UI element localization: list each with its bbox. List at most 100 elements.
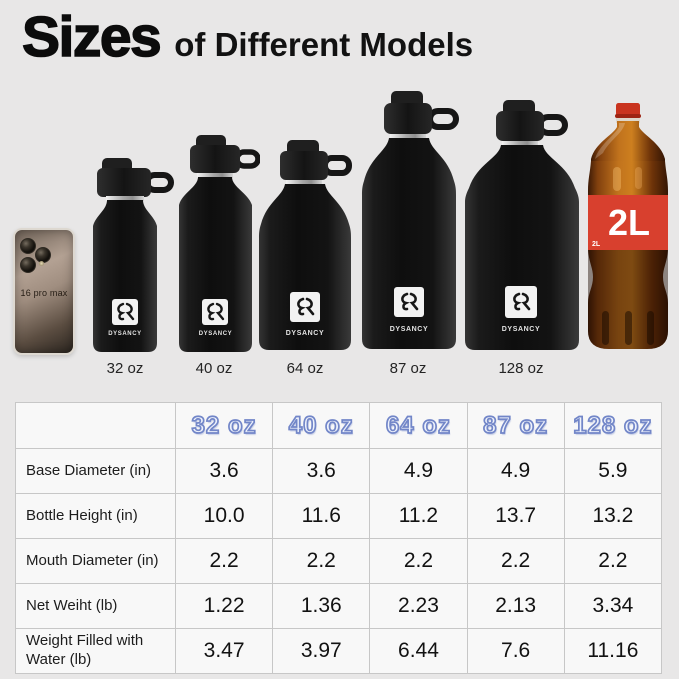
lid-handle-icon	[322, 155, 352, 176]
bottle-body	[362, 138, 456, 349]
table-header-row: 32 oz 40 oz 64 oz 87 oz 128 oz	[15, 402, 663, 449]
row-label: Weight Filled with Water (lb)	[15, 628, 176, 674]
table-cell: 3.6	[174, 448, 274, 494]
cola-volume-small-label: 2L	[592, 241, 601, 248]
table-cell: 7.6	[466, 628, 565, 674]
bottle-40oz-graphic: DYSANCY	[179, 135, 260, 352]
lid-handle-icon	[427, 108, 459, 130]
brand-logo-icon	[112, 299, 138, 325]
table-cell: 4.9	[466, 448, 565, 494]
col-header-label: 32 oz	[191, 411, 257, 440]
bottle-neck-ring	[286, 180, 322, 185]
size-spec-table: 32 oz 40 oz 64 oz 87 oz 128 oz Base Diam…	[15, 402, 663, 674]
table-cell: 11.16	[563, 628, 663, 674]
table-cell: 2.2	[466, 538, 565, 584]
table-cell: 13.7	[466, 493, 565, 539]
cola-base-groove	[625, 311, 632, 345]
cola-highlight	[613, 167, 621, 191]
cola-bottle-graphic: 2L 2L	[588, 103, 668, 349]
bottle-32oz-graphic: DYSANCY	[93, 158, 174, 352]
cola-volume-label: 2L	[608, 202, 650, 243]
page-title: Sizes of Different Models	[21, 4, 473, 70]
cola-cap-icon	[616, 103, 640, 116]
table-cell: 2.23	[369, 583, 468, 629]
bottle-size-label: 32 oz	[106, 360, 144, 377]
table-cell: 2.2	[563, 538, 663, 584]
row-label: Net Weiht (lb)	[15, 583, 176, 629]
table-cell: 2.2	[272, 538, 371, 584]
cola-cap-ring	[615, 114, 641, 118]
lid-cap-icon	[190, 145, 240, 173]
table-cell: 10.0	[174, 493, 274, 539]
table-row: Mouth Diameter (in) 2.2 2.2 2.2 2.2 2.2	[15, 538, 663, 584]
table-cell: 2.13	[466, 583, 565, 629]
col-header-label: 40 oz	[288, 411, 354, 440]
bottle-size-label: 128 oz	[498, 360, 544, 377]
brand-logo-icon	[505, 286, 537, 318]
camera-lens-icon	[20, 257, 36, 273]
col-header-label: 64 oz	[385, 411, 451, 440]
bottle-neck-ring	[106, 196, 144, 201]
table-col-header: 32 oz	[174, 402, 274, 449]
brand-name-label: DYSANCY	[390, 326, 428, 333]
bottle-body	[465, 145, 579, 350]
table-cell: 11.6	[272, 493, 371, 539]
bottle-body	[259, 184, 351, 350]
table-col-header: 64 oz	[369, 402, 468, 449]
bottle-size-label: 64 oz	[286, 360, 324, 377]
table-row: Bottle Height (in) 10.0 11.6 11.2 13.7 1…	[15, 493, 663, 539]
lid-cap-icon	[280, 151, 328, 180]
lid-cap-icon	[496, 111, 544, 141]
phone-model-label: 16 pro max	[20, 288, 68, 298]
cola-neck-highlight	[595, 123, 625, 159]
table-row: Base Diameter (in) 3.6 3.6 4.9 4.9 5.9	[15, 448, 663, 494]
table-cell: 3.6	[272, 448, 371, 494]
phone-graphic: 16 pro max	[13, 228, 75, 355]
table-cell: 6.44	[369, 628, 468, 674]
row-label: Bottle Height (in)	[15, 493, 176, 539]
bottle-neck-ring	[197, 173, 233, 178]
brand-name-label: DYSANCY	[286, 330, 324, 337]
brand-logo-icon	[394, 287, 424, 317]
bottle-64oz-graphic: DYSANCY	[259, 140, 352, 350]
brand-name-label: DYSANCY	[199, 331, 233, 337]
table-cell: 2.2	[369, 538, 468, 584]
camera-lens-icon	[20, 238, 36, 254]
table-row: Weight Filled with Water (lb) 3.47 3.97 …	[15, 628, 663, 674]
bottle-body	[93, 200, 157, 352]
table-cell: 3.47	[174, 628, 274, 674]
table-cell: 3.34	[563, 583, 663, 629]
table-cell: 1.36	[272, 583, 371, 629]
camera-flash-icon	[39, 261, 44, 266]
table-cell: 1.22	[174, 583, 274, 629]
brand-name-label: DYSANCY	[108, 331, 142, 337]
table-cell: 13.2	[563, 493, 663, 539]
bottle-87oz-graphic: DYSANCY	[362, 91, 459, 349]
title-main: Sizes	[21, 4, 162, 70]
table-row: Net Weiht (lb) 1.22 1.36 2.23 2.13 3.34	[15, 583, 663, 629]
brand-name-label: DYSANCY	[502, 326, 540, 333]
cola-neck	[591, 121, 665, 165]
table-cell: 5.9	[563, 448, 663, 494]
brand-logo-icon	[290, 292, 320, 322]
row-label: Mouth Diameter (in)	[15, 538, 176, 584]
row-label: Base Diameter (in)	[15, 448, 176, 494]
cola-base-groove	[602, 311, 609, 345]
bottle-body	[179, 177, 252, 352]
lid-cap-icon	[384, 103, 432, 134]
lid-cap-icon	[97, 168, 151, 197]
cola-collar	[616, 118, 640, 123]
bottle-128oz-graphic: DYSANCY	[465, 100, 579, 350]
bottle-size-label: 87 oz	[389, 360, 427, 377]
cola-base-groove	[647, 311, 654, 345]
table-cell: 2.2	[174, 538, 274, 584]
table-corner-cell	[15, 402, 176, 449]
cola-highlight	[635, 167, 642, 189]
col-header-label: 128 oz	[572, 411, 653, 440]
bottle-size-label: 40 oz	[195, 360, 233, 377]
table-col-header: 40 oz	[272, 402, 371, 449]
table-col-header: 87 oz	[466, 402, 565, 449]
cola-label-band	[588, 195, 668, 250]
col-header-label: 87 oz	[482, 411, 549, 440]
